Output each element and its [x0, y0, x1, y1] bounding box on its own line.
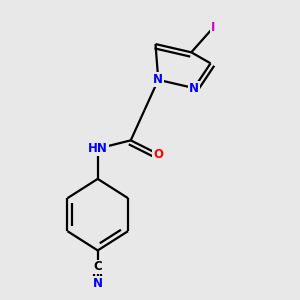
Text: I: I — [211, 21, 215, 34]
Text: HN: HN — [88, 142, 108, 155]
Text: N: N — [93, 277, 103, 290]
Text: N: N — [153, 73, 163, 86]
Text: N: N — [189, 82, 199, 94]
Text: O: O — [153, 148, 163, 160]
Text: C: C — [93, 260, 102, 274]
